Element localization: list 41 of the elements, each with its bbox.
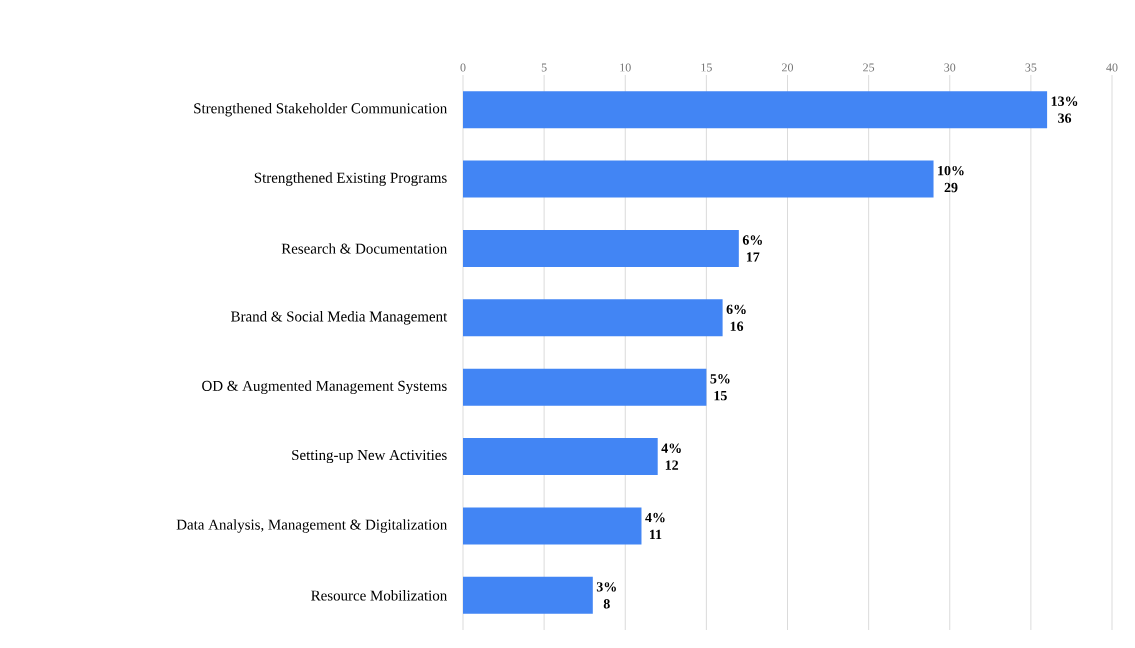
data-label: 11 — [649, 529, 662, 540]
annotation: 4% — [645, 512, 665, 523]
data-label: 8 — [603, 599, 610, 609]
bar — [463, 299, 723, 337]
x-tick-label: 0 — [460, 63, 466, 72]
y-tick-label: Data Analysis, Management & Digitalization — [176, 519, 448, 533]
data-label: 16 — [730, 321, 744, 331]
annotation: 13% — [1051, 96, 1078, 106]
x-tick-label: 15 — [701, 63, 712, 72]
data-label: 12 — [665, 460, 679, 470]
y-tick-label: Resource Mobilization — [311, 590, 448, 601]
annotation: 5% — [710, 374, 730, 384]
bar — [463, 229, 739, 267]
annotation: 10% — [938, 165, 964, 176]
y-tick-label: Strengthened Existing Programs — [254, 172, 447, 186]
x-tick-label: 30 — [944, 63, 956, 72]
bar — [463, 576, 593, 614]
annotation: 4% — [661, 443, 681, 453]
x-tick-label: 10 — [620, 63, 631, 72]
x-tick-label: 25 — [863, 63, 875, 72]
x-tick-label: 40 — [1106, 63, 1118, 72]
data-label: 17 — [746, 252, 760, 262]
annotation: 6% — [742, 235, 762, 245]
bar — [463, 160, 934, 198]
y-tick-label: Research & Documentation — [281, 243, 448, 254]
bar — [463, 438, 658, 476]
y-tick-label: Strengthened Stakeholder Communication — [194, 102, 448, 117]
data-label: 29 — [944, 182, 958, 193]
data-label: 36 — [1058, 113, 1072, 123]
bar — [463, 507, 642, 545]
data-label: 15 — [714, 391, 727, 401]
y-tick-label: OD & Augmented Management Systems — [202, 380, 447, 394]
x-tick-label: 20 — [782, 63, 794, 72]
x-tick-label: 5 — [541, 63, 547, 72]
y-tick-label: Setting-up New Activities — [292, 450, 447, 464]
x-tick-label: 35 — [1025, 63, 1037, 72]
bar — [463, 368, 707, 406]
annotation: 6% — [726, 304, 746, 315]
bar — [463, 91, 1048, 129]
y-tick-label: Brand & Social Media Management — [231, 311, 448, 325]
annotation: 3% — [596, 582, 616, 592]
